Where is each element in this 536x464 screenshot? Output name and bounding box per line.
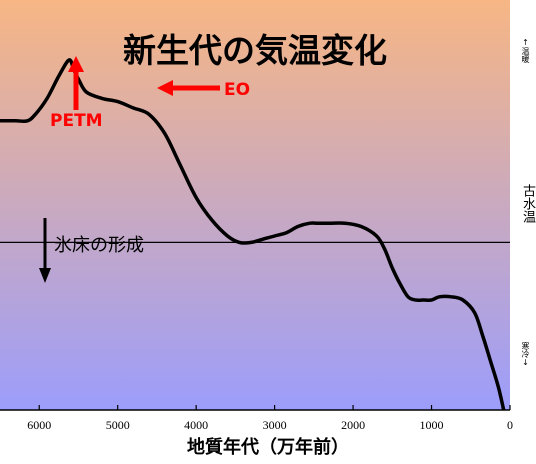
- x-tick-label: 6000: [27, 418, 51, 432]
- plot-background: [0, 0, 510, 410]
- paleo-water-temp-label: 古水温: [520, 184, 535, 223]
- eo-arrow: [157, 80, 220, 96]
- warm-label: ↑温暖: [521, 38, 530, 63]
- x-tick-label: 3000: [263, 418, 287, 432]
- x-tick-label: 1000: [420, 418, 444, 432]
- x-axis-title: 地質年代（万年前）: [187, 437, 349, 458]
- ice-arrow: [39, 218, 51, 283]
- petm-arrow: [68, 56, 84, 110]
- chart-title: 新生代の気温変化: [123, 31, 387, 70]
- eo-label: EO: [224, 80, 250, 100]
- x-tick-label: 2000: [341, 418, 365, 432]
- cold-label: 寒冷↓: [521, 342, 530, 367]
- x-tick-label: 4000: [184, 418, 208, 432]
- ice-sheet-label: 氷床の形成: [54, 235, 144, 256]
- x-tick-label: 5000: [106, 418, 130, 432]
- petm-label: PETM: [50, 111, 103, 131]
- x-tick-label: 0: [507, 418, 513, 432]
